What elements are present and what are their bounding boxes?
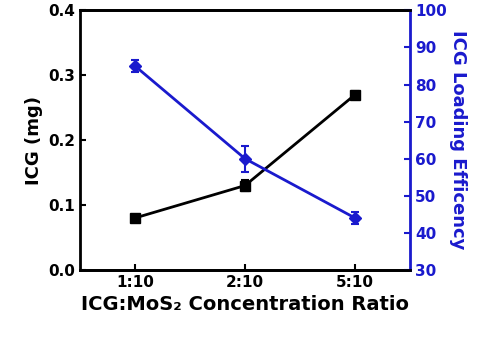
Y-axis label: ICG Loading Efficency: ICG Loading Efficency — [450, 30, 468, 250]
X-axis label: ICG:MoS₂ Concentration Ratio: ICG:MoS₂ Concentration Ratio — [81, 295, 409, 314]
Y-axis label: ICG (mg): ICG (mg) — [24, 95, 42, 185]
